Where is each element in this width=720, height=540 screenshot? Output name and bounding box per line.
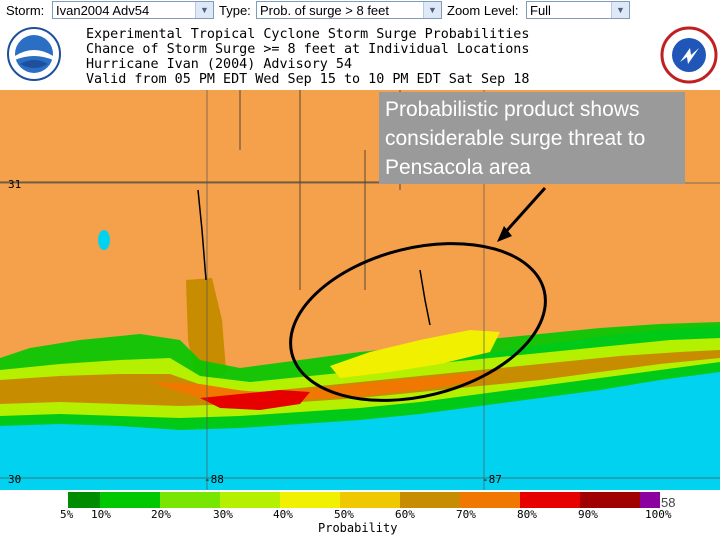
probability-legend: 5% 10% 20% 30% 40% 50% 60% 70% 80% 90% 1… [0, 490, 720, 540]
callout-arrowhead [497, 226, 512, 242]
nws-logo-icon [660, 26, 718, 84]
callout-box: Probabilistic product shows considerable… [379, 92, 685, 184]
header-line-2: Chance of Storm Surge >= 8 feet at Indiv… [86, 42, 530, 57]
storm-select[interactable]: Ivan2004 Adv54 ▼ [52, 1, 214, 19]
county-lines [0, 90, 401, 290]
type-select[interactable]: Prob. of surge > 8 feet ▼ [256, 1, 442, 19]
surge-probability-map [0, 90, 720, 490]
product-header: Experimental Tropical Cyclone Storm Surg… [0, 22, 720, 90]
lat-label-31: 31 [8, 178, 22, 191]
zoom-select-value: Full [530, 3, 551, 18]
lon-label-88: -88 [204, 473, 224, 486]
legend-swatch-100 [640, 492, 660, 508]
river [419, 269, 431, 326]
page-number: 58 [661, 495, 676, 510]
noaa-logo-icon [7, 27, 61, 81]
surge-band-80 [200, 390, 310, 410]
lat-label-30: 30 [8, 473, 22, 486]
legend-swatch-60 [400, 492, 460, 508]
pensacola-coast-surge [330, 330, 500, 378]
lon-label-87: -87 [482, 473, 502, 486]
zoom-select[interactable]: Full ▼ [526, 1, 630, 19]
legend-swatch-70 [460, 492, 520, 508]
chevron-down-icon[interactable]: ▼ [195, 2, 213, 18]
legend-tick: 100% [645, 508, 672, 521]
legend-tick: 70% [456, 508, 476, 521]
legend-tick: 60% [395, 508, 415, 521]
legend-tick: 50% [334, 508, 354, 521]
zoom-label: Zoom Level: [447, 3, 519, 18]
chevron-down-icon[interactable]: ▼ [423, 2, 441, 18]
legend-tick: 30% [213, 508, 233, 521]
legend-swatch-10 [100, 492, 160, 508]
callout-arrow [500, 186, 547, 238]
legend-tick: 10% [91, 508, 111, 521]
legend-swatch-50 [340, 492, 400, 508]
legend-tick: 5% [60, 508, 74, 521]
lake [98, 230, 110, 250]
legend-tick: 20% [151, 508, 171, 521]
highlight-ellipse [289, 242, 547, 402]
header-line-4: Valid from 05 PM EDT Wed Sep 15 to 10 PM… [86, 72, 530, 87]
storm-label: Storm: [6, 3, 45, 18]
legend-swatch-80 [520, 492, 580, 508]
legend-swatch-90 [580, 492, 640, 508]
type-label: Type: [219, 3, 251, 18]
header-line-1: Experimental Tropical Cyclone Storm Surg… [86, 27, 530, 42]
toolbar: Storm: Ivan2004 Adv54 ▼ Type: Prob. of s… [0, 0, 720, 22]
river [197, 189, 207, 281]
legend-swatch-30 [220, 492, 280, 508]
legend-swatch-20 [160, 492, 220, 508]
legend-title: Probability [318, 521, 398, 535]
surge-band-60 [0, 350, 720, 406]
legend-swatch-40 [280, 492, 340, 508]
storm-select-value: Ivan2004 Adv54 [56, 3, 150, 18]
type-select-value: Prob. of surge > 8 feet [260, 3, 389, 18]
legend-swatch-5 [68, 492, 100, 508]
header-line-3: Hurricane Ivan (2004) Advisory 54 [86, 57, 353, 72]
legend-tick: 80% [517, 508, 537, 521]
legend-tick: 90% [578, 508, 598, 521]
header-text: Experimental Tropical Cyclone Storm Surg… [86, 27, 529, 87]
chevron-down-icon[interactable]: ▼ [611, 2, 629, 18]
legend-tick: 40% [273, 508, 293, 521]
